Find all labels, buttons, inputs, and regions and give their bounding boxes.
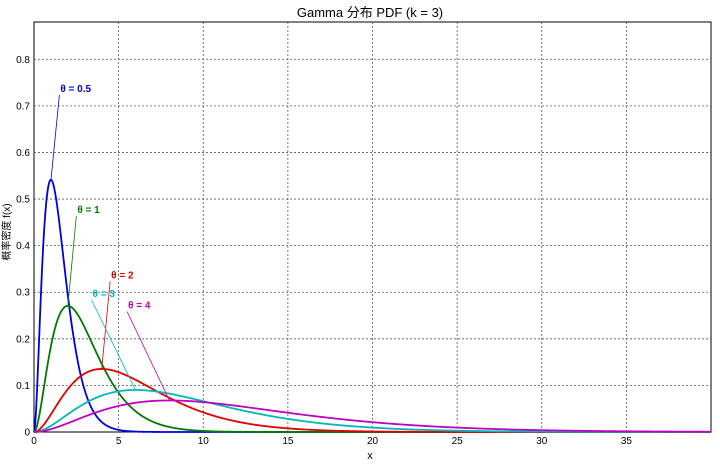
y-tick-label: 0.3 bbox=[16, 288, 30, 299]
y-tick-label: 0.1 bbox=[16, 381, 30, 392]
series-label: θ = 1 bbox=[77, 205, 100, 216]
x-tick-label: 25 bbox=[452, 436, 464, 447]
y-tick-label: 0.7 bbox=[16, 101, 30, 112]
y-tick-label: 0.4 bbox=[16, 241, 30, 252]
series-labels: θ = 0.5 θ = 1 θ = 2 θ = 3 θ = 4 bbox=[50, 84, 170, 401]
x-tick-label: 15 bbox=[282, 436, 294, 447]
x-axis-label: x bbox=[367, 450, 373, 462]
chart-title: Gamma 分布 PDF (k = 3) bbox=[297, 5, 443, 20]
series-label-leader bbox=[50, 94, 60, 181]
series-line bbox=[34, 399, 712, 433]
x-tick-label: 20 bbox=[367, 436, 379, 447]
y-tick-label: 0.2 bbox=[16, 334, 30, 345]
series-label: θ = 2 bbox=[111, 270, 134, 281]
series-label-leader bbox=[91, 299, 136, 391]
series-label-leader bbox=[101, 281, 111, 370]
y-tick-label: 0.5 bbox=[16, 195, 30, 206]
y-tick-label: 0.8 bbox=[16, 55, 30, 66]
series-label-leader bbox=[126, 311, 170, 401]
x-tick-label: 35 bbox=[621, 436, 633, 447]
x-tick-label: 30 bbox=[536, 436, 548, 447]
y-axis-label: 概率密度 f(x) bbox=[0, 203, 13, 260]
grid bbox=[34, 22, 711, 432]
x-tick-label: 10 bbox=[198, 436, 210, 447]
x-tick-label: 0 bbox=[31, 436, 37, 447]
series-label-leader bbox=[67, 215, 77, 307]
series-label: θ = 4 bbox=[128, 301, 151, 312]
y-tick-label: 0 bbox=[24, 428, 30, 439]
x-tick-label: 5 bbox=[116, 436, 122, 447]
y-tick-label: 0.6 bbox=[16, 148, 30, 159]
series-label: θ = 3 bbox=[93, 289, 116, 300]
series-lines bbox=[33, 178, 712, 433]
axis-ticks: 0 5 10 15 20 25 30 35 0 0.1 0.2 0.3 0.4 0.5 0.6 0.7 0.8 bbox=[16, 55, 632, 447]
series-label: θ = 0.5 bbox=[60, 84, 91, 95]
